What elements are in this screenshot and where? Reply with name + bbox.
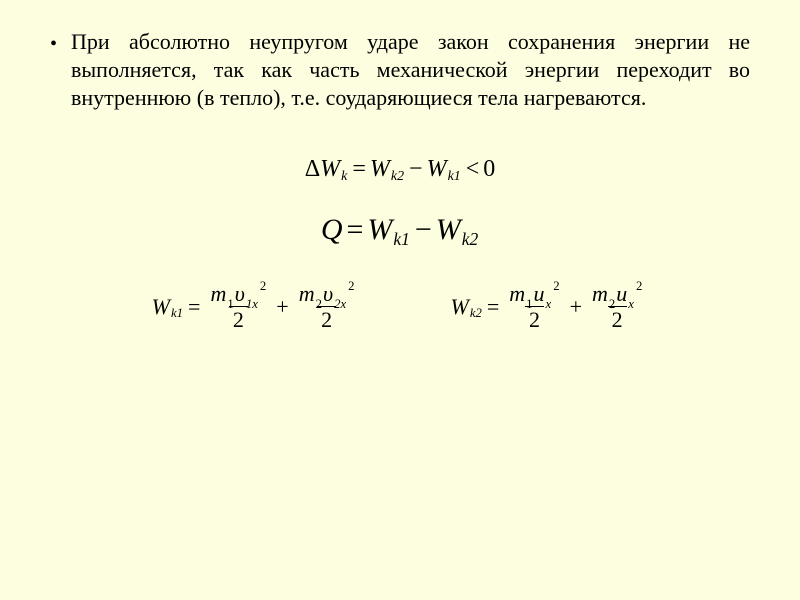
var-W: W [152,294,170,320]
var-m: m [210,281,226,306]
equation-wk1: W k1 = m1υ1x2 2 + m2υ2x2 2 [152,281,361,333]
body-text: При абсолютно неупругом ударе закон сохр… [71,28,750,112]
sup-2: 2 [636,279,642,293]
fraction: m2υ2x2 2 [295,281,359,333]
var-Q: Q [321,213,343,247]
bullet-glyph: • [50,30,57,58]
var-W: W [436,213,461,247]
op-eq: = [487,294,499,320]
op-eq: = [346,213,363,247]
fraction: m2ux2 2 [588,281,646,333]
var-W: W [427,156,447,183]
var-W: W [320,156,340,183]
sub-1: 1 [526,297,532,311]
var-W: W [367,213,392,247]
delta: Δ [305,156,320,183]
sub-x: x [628,297,634,311]
equation-row: W k1 = m1υ1x2 2 + m2υ2x2 2 [50,281,750,333]
var-W: W [450,294,468,320]
var-v: υ [323,281,333,306]
sub-k: k [341,169,347,185]
var-u: u [534,281,545,306]
equation-delta-wk: Δ W k = W k2 − W k1 < 0 [50,156,750,183]
var-m: m [592,281,608,306]
sub-k1: k1 [448,169,461,185]
sub-2: 2 [609,297,615,311]
fraction: m1ux2 2 [505,281,563,333]
op-plus: + [276,294,288,320]
sub-2: 2 [316,297,322,311]
sup-2: 2 [260,279,266,293]
sub-2x: 2x [334,297,346,311]
op-eq: = [352,156,366,183]
op-minus: − [415,213,432,247]
zero: 0 [483,156,495,183]
equation-wk2: W k2 = m1ux2 2 + m2ux2 2 [450,281,648,333]
sub-k1: k1 [171,306,183,321]
op-plus: + [570,294,582,320]
sub-k1: k1 [393,229,409,250]
sub-k2: k2 [391,169,404,185]
op-lt: < [466,156,480,183]
var-W: W [370,156,390,183]
fraction: m1υ1x2 2 [206,281,270,333]
sub-k2: k2 [470,306,482,321]
op-minus: − [409,156,423,183]
equation-q: Q = W k1 − W k2 [50,213,750,247]
sub-1x: 1x [246,297,258,311]
sub-k2: k2 [462,229,478,250]
var-m: m [509,281,525,306]
slide: • При абсолютно неупругом ударе закон со… [0,0,800,600]
var-v: υ [235,281,245,306]
var-m: m [299,281,315,306]
sup-2: 2 [348,279,354,293]
bullet-row: • При абсолютно неупругом ударе закон со… [50,28,750,112]
sup-2: 2 [553,279,559,293]
op-eq: = [188,294,200,320]
sub-1: 1 [227,297,233,311]
var-u: u [616,281,627,306]
sub-x: x [546,297,552,311]
